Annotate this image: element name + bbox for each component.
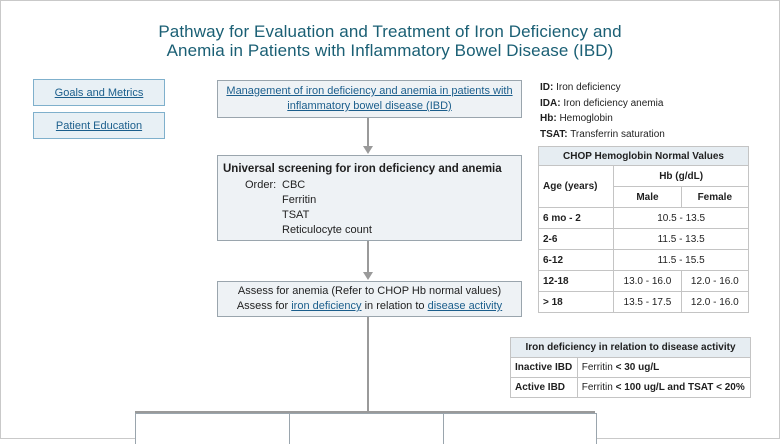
- management-box: Management of iron deficiency and anemia…: [217, 80, 522, 118]
- order-item-cbc: CBC: [282, 179, 306, 191]
- assess-mid: in relation to: [361, 300, 428, 312]
- connector-line-3: [367, 317, 369, 412]
- arrow-down-icon: [363, 146, 373, 154]
- assess-prefix: Assess for: [236, 300, 292, 312]
- definition-tsat: TSAT: Transferrin saturation: [540, 128, 665, 140]
- order-item-ferritin: Ferritin: [282, 194, 317, 206]
- patient-education-button[interactable]: Patient Education: [33, 112, 165, 139]
- branch-box-3: [443, 413, 597, 444]
- hb-col-male: Male: [613, 186, 682, 208]
- table-row: > 18 13.5 - 17.5 12.0 - 16.0: [537, 291, 750, 313]
- branch-line: [135, 411, 595, 413]
- hemoglobin-normal-values-table: CHOP Hemoglobin Normal Values Age (years…: [537, 146, 750, 313]
- definition-id: ID: Iron deficiency: [540, 82, 621, 93]
- abbreviation-list: ID: Iron deficiency IDA: Iron deficiency…: [540, 80, 665, 142]
- screening-box: Universal screening for iron deficiency …: [217, 155, 522, 241]
- title-line-2: Anemia in Patients with Inflammatory Bow…: [166, 41, 614, 60]
- definition-hb: Hb: Hemoglobin: [540, 113, 613, 124]
- goals-and-metrics-button[interactable]: Goals and Metrics: [33, 79, 165, 106]
- id-table-caption: Iron deficiency in relation to disease a…: [510, 337, 751, 358]
- hb-col-female: Female: [680, 186, 750, 208]
- order-item-reticulocyte: Reticulocyte count: [282, 224, 372, 236]
- iron-deficiency-disease-activity-table: Iron deficiency in relation to disease a…: [510, 337, 752, 398]
- table-row: 6-12 11.5 - 15.5: [537, 249, 749, 271]
- table-row: 12-18 13.0 - 16.0 12.0 - 16.0: [537, 270, 750, 292]
- hb-col-hb: Hb (g/dL): [613, 165, 749, 187]
- connector-line-1: [367, 118, 369, 147]
- table-row: 2-6 11.5 - 13.5: [537, 228, 749, 250]
- order-item-tsat: TSAT: [282, 209, 310, 221]
- iron-deficiency-link[interactable]: iron deficiency: [291, 300, 362, 312]
- hb-table-caption: CHOP Hemoglobin Normal Values: [538, 146, 749, 166]
- connector-line-2: [367, 241, 369, 273]
- definition-ida: IDA: Iron deficiency anemia: [540, 97, 664, 109]
- disease-activity-link[interactable]: disease activity: [427, 300, 503, 312]
- table-row: Inactive IBD Ferritin < 30 ug/L: [510, 357, 752, 378]
- hb-col-age: Age (years): [537, 165, 615, 208]
- arrow-down-icon: [363, 272, 373, 280]
- page-title: Pathway for Evaluation and Treatment of …: [0, 22, 780, 60]
- management-link[interactable]: Management of iron deficiency and anemia…: [226, 85, 513, 112]
- title-line-1: Pathway for Evaluation and Treatment of …: [158, 22, 622, 41]
- assess-anemia-text: Assess for anemia (Refer to CHOP Hb norm…: [237, 285, 502, 297]
- assessment-box: Assess for anemia (Refer to CHOP Hb norm…: [217, 281, 522, 317]
- screening-heading: Universal screening for iron deficiency …: [223, 163, 502, 175]
- table-row: Active IBD Ferritin < 100 ug/L and TSAT …: [510, 377, 752, 398]
- order-label: Order:: [245, 179, 277, 191]
- assess-iron-line: Assess for iron deficiency in relation t…: [237, 299, 502, 314]
- table-row: 6 mo - 2 10.5 - 13.5: [537, 207, 749, 229]
